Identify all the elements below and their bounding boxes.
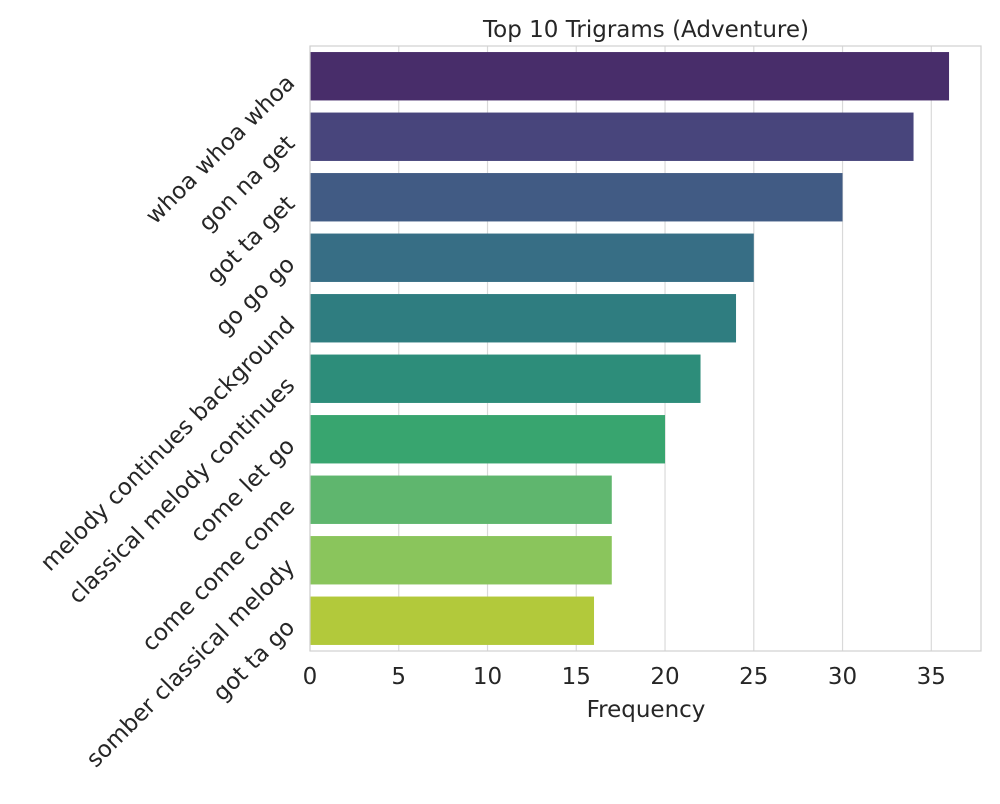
x-tick-label: 30 [828,664,857,690]
bars-layer [310,52,950,645]
x-tick-labels: 0 5 10 15 20 25 30 35 [303,664,946,690]
bar [310,173,843,222]
bar [310,112,914,161]
bar [310,233,754,282]
x-tick-label: 5 [391,664,406,690]
bar [310,415,666,464]
x-tick-label: 20 [650,664,679,690]
x-tick-label: 10 [473,664,502,690]
x-tick-label: 0 [303,664,318,690]
x-tick-label: 15 [562,664,591,690]
bar [310,596,595,645]
x-axis-label: Frequency [587,697,706,723]
bar [310,475,612,524]
bar [310,52,950,101]
bar [310,294,737,343]
x-tick-label: 25 [739,664,768,690]
bar [310,536,612,585]
x-tick-label: 35 [917,664,946,690]
bar [310,354,701,403]
chart-title: Top 10 Trigrams (Adventure) [482,17,809,43]
plot-frame [309,45,982,652]
